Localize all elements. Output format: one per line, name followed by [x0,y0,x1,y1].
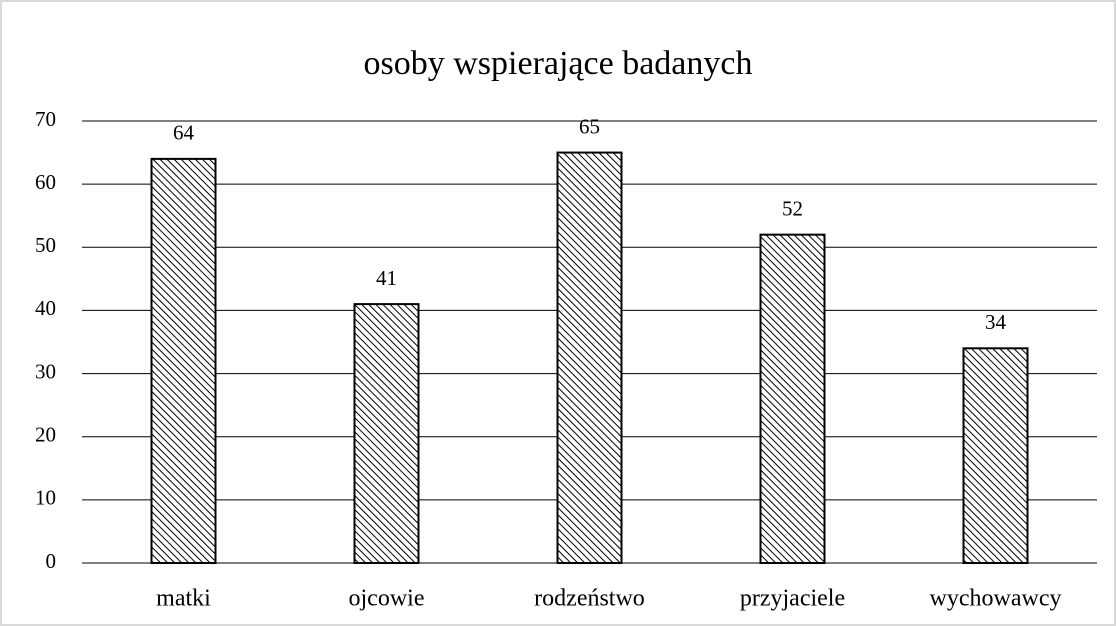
y-tick-label: 60 [35,170,56,194]
chart-title: osoby wspierające badanych [364,45,753,82]
data-label: 41 [376,266,397,290]
x-tick-label: matki [156,586,211,612]
y-tick-label: 30 [35,359,56,383]
x-tick-label: rodzeństwo [534,586,645,612]
data-label: 65 [579,114,600,138]
x-tick-label: ojcowie [349,586,425,612]
data-label: 34 [985,310,1007,334]
bar [556,151,623,564]
y-tick-label: 40 [35,296,56,320]
data-label: 64 [173,121,195,145]
data-label: 52 [782,196,803,220]
x-tick-label: przyjaciele [740,586,845,612]
bar [353,303,420,564]
y-tick-label: 70 [35,107,56,131]
y-tick-label: 10 [35,486,56,510]
y-tick-label: 50 [35,233,56,257]
x-tick-label: wychowawcy [930,586,1062,612]
y-tick-label: 0 [46,549,57,573]
y-tick-label: 20 [35,423,56,447]
bar [150,157,217,564]
bar [759,233,826,565]
bar [962,347,1029,565]
